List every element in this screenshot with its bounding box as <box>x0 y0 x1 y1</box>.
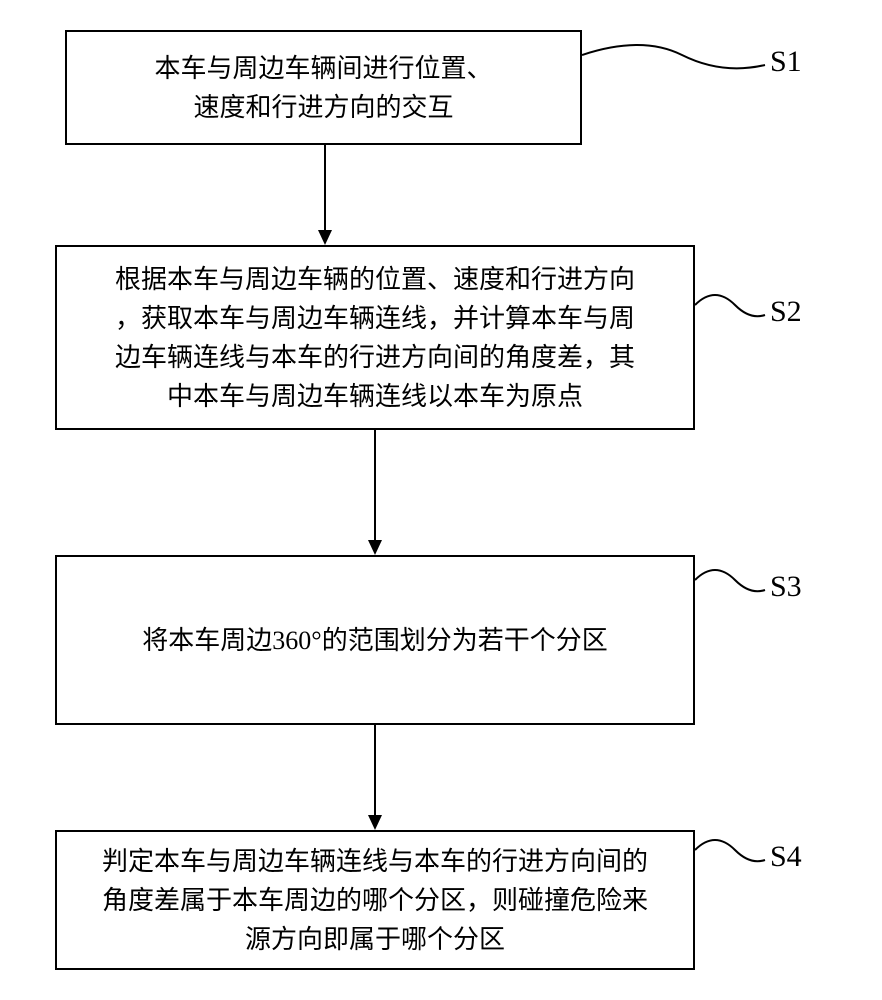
box-s1-text: 本车与周边车辆间进行位置、 速度和行进方向的交互 <box>154 49 492 127</box>
flowchart-container: 本车与周边车辆间进行位置、 速度和行进方向的交互 S1 根据本车与周边车辆的位置… <box>0 0 882 1000</box>
box-s3-text: 将本车周边360°的范围划分为若干个分区 <box>142 621 607 660</box>
box-s2-text: 根据本车与周边车辆的位置、速度和行进方向 ，获取本车与周边车辆连线，并计算本车与… <box>115 260 635 416</box>
box-s4-text: 判定本车与周边车辆连线与本车的行进方向间的 角度差属于本车周边的哪个分区，则碰撞… <box>102 842 648 959</box>
curve-s1 <box>582 40 772 80</box>
box-s4-line-1: 角度差属于本车周边的哪个分区，则碰撞危险来 <box>102 886 648 915</box>
label-s1: S1 <box>770 45 802 79</box>
label-s4: S4 <box>770 840 802 874</box>
box-s2-line-2: 边车辆连线与本车的行进方向间的角度差，其 <box>115 343 635 372</box>
flowchart-box-s4: 判定本车与周边车辆连线与本车的行进方向间的 角度差属于本车周边的哪个分区，则碰撞… <box>55 830 695 970</box>
box-s2-line-3: 中本车与周边车辆连线以本车为原点 <box>167 382 583 411</box>
box-s3-line-0: 将本车周边360°的范围划分为若干个分区 <box>142 626 607 655</box>
arrow-s3-s4 <box>365 725 385 832</box>
curve-s4 <box>695 835 775 875</box>
box-s2-line-0: 根据本车与周边车辆的位置、速度和行进方向 <box>115 265 635 294</box>
box-s4-line-2: 源方向即属于哪个分区 <box>245 925 505 954</box>
flowchart-box-s1: 本车与周边车辆间进行位置、 速度和行进方向的交互 <box>65 30 582 145</box>
box-s1-line-0: 本车与周边车辆间进行位置、 <box>154 54 492 83</box>
box-s4-line-0: 判定本车与周边车辆连线与本车的行进方向间的 <box>102 847 648 876</box>
flowchart-box-s2: 根据本车与周边车辆的位置、速度和行进方向 ，获取本车与周边车辆连线，并计算本车与… <box>55 245 695 430</box>
box-s2-line-1: ，获取本车与周边车辆连线，并计算本车与周 <box>115 304 635 333</box>
box-s1-line-1: 速度和行进方向的交互 <box>193 93 453 122</box>
curve-s2 <box>695 290 775 330</box>
label-s3: S3 <box>770 570 802 604</box>
arrow-s1-s2 <box>315 145 335 247</box>
curve-s3 <box>695 565 775 605</box>
flowchart-box-s3: 将本车周边360°的范围划分为若干个分区 <box>55 555 695 725</box>
arrow-s2-s3 <box>365 430 385 557</box>
label-s2: S2 <box>770 295 802 329</box>
